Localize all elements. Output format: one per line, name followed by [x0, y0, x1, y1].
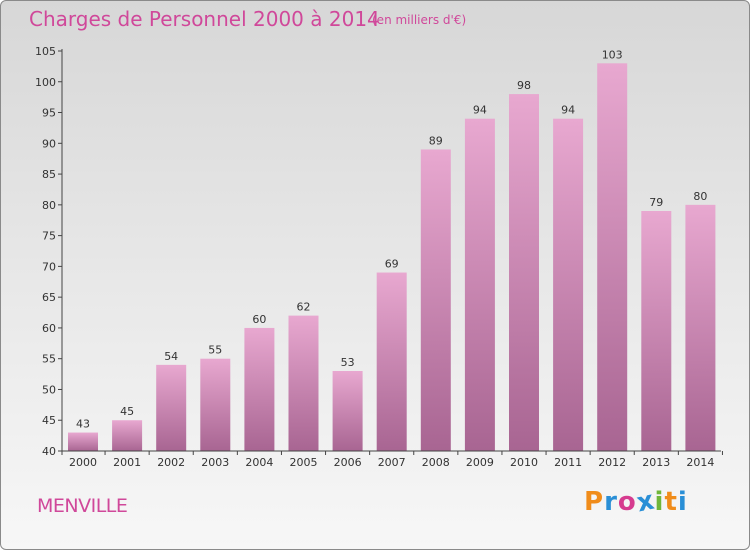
data-label-2008: 89	[429, 134, 443, 147]
x-tick-label-2012: 2012	[598, 456, 626, 469]
x-tick-label-2006: 2006	[334, 456, 362, 469]
logo-letter: r	[604, 487, 618, 517]
y-tick-label: 80	[42, 199, 56, 212]
bar-2007	[376, 272, 407, 451]
y-tick-label: 90	[42, 137, 56, 150]
x-tick-label-2014: 2014	[686, 456, 714, 469]
data-label-2002: 54	[164, 350, 178, 363]
x-tick-label-2008: 2008	[422, 456, 450, 469]
x-tick-label-2000: 2000	[69, 456, 97, 469]
x-tick-label-2007: 2007	[378, 456, 406, 469]
data-label-2011: 94	[561, 104, 575, 117]
y-tick-label: 45	[42, 414, 56, 427]
bar-2011	[553, 118, 584, 451]
logo-letter: o	[617, 487, 637, 517]
bar-2013	[641, 211, 672, 451]
y-tick-label: 105	[35, 45, 56, 58]
y-tick-label: 95	[42, 107, 56, 120]
x-tick-label-2013: 2013	[642, 456, 670, 469]
bar-2005	[288, 315, 319, 451]
y-tick-label: 55	[42, 353, 56, 366]
data-label-2003: 55	[208, 344, 222, 357]
bar-2002	[156, 364, 187, 451]
x-tick-label-2001: 2001	[113, 456, 141, 469]
x-tick-label-2002: 2002	[157, 456, 185, 469]
bar-2001	[112, 420, 143, 451]
y-tick-label: 85	[42, 168, 56, 181]
data-label-2005: 62	[297, 301, 311, 314]
chart-subtitle: (en milliers d'€)	[372, 13, 467, 27]
y-tick-label: 65	[42, 291, 56, 304]
data-label-2013: 79	[649, 196, 663, 209]
chart-title: Charges de Personnel 2000 à 2014	[29, 7, 380, 31]
data-label-2009: 94	[473, 104, 487, 117]
bar-2006	[332, 371, 363, 451]
data-label-2014: 80	[693, 190, 707, 203]
y-tick-label: 75	[42, 230, 56, 243]
bar-2004	[244, 327, 275, 451]
x-tick-label-2011: 2011	[554, 456, 582, 469]
data-label-2001: 45	[120, 405, 134, 418]
data-label-2007: 69	[385, 258, 399, 271]
logo-letter: i	[677, 487, 688, 517]
y-tick-label: 60	[42, 322, 56, 335]
x-tick-label-2004: 2004	[245, 456, 273, 469]
y-tick-label: 100	[35, 76, 56, 89]
x-tick-label-2005: 2005	[290, 456, 318, 469]
x-tick-label-2009: 2009	[466, 456, 494, 469]
bar-2012	[597, 63, 628, 452]
logo-letter: P	[584, 487, 605, 517]
bar-2009	[464, 118, 495, 451]
logo-letter: t	[664, 487, 678, 517]
data-label-2004: 60	[252, 313, 266, 326]
bar-2010	[509, 94, 539, 452]
data-label-2012: 103	[602, 48, 623, 61]
y-tick-label: 50	[42, 383, 56, 396]
bar-2008	[420, 149, 451, 451]
y-tick-label: 70	[42, 260, 56, 273]
data-label-2006: 53	[341, 356, 355, 369]
data-label-2000: 43	[76, 418, 90, 431]
proxiti-logo: Proxiti	[584, 485, 688, 518]
data-label-2010: 98	[517, 79, 531, 92]
y-tick-label: 40	[42, 445, 56, 458]
bar-2003	[200, 358, 231, 451]
commune-name: MENVILLE	[37, 495, 128, 517]
x-tick-label-2003: 2003	[201, 456, 229, 469]
bar-2014	[685, 204, 716, 451]
logo-letter: i	[654, 487, 665, 517]
x-tick-label-2010: 2010	[510, 456, 538, 469]
bar-2000	[68, 432, 98, 451]
